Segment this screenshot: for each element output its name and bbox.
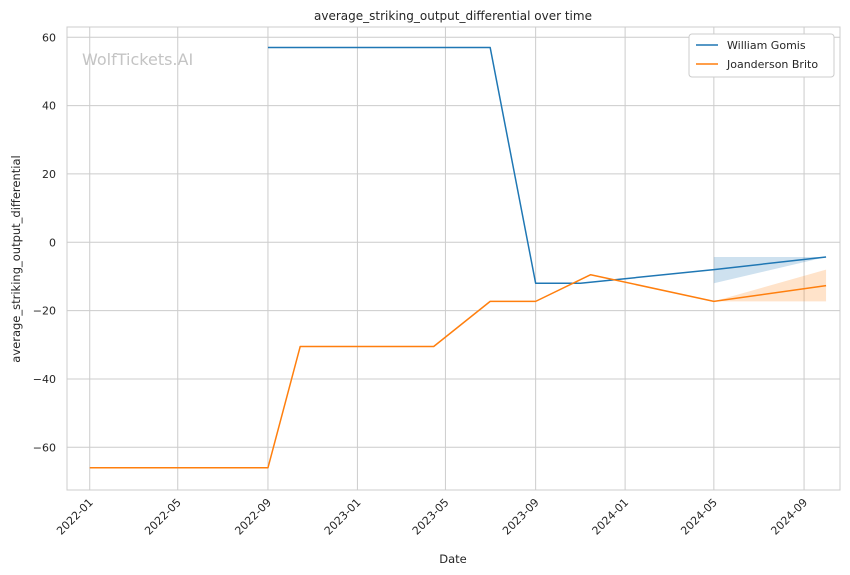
x-tick-labels: 2022-01 2022-05 2022-09 2023-01 2023-05 2023-… — [54, 496, 810, 538]
x-tick-2023-09: 2023-09 — [500, 496, 542, 538]
confidence-bands — [713, 256, 827, 302]
legend-box — [688, 33, 835, 78]
watermark: WolfTickets.AI — [82, 50, 193, 69]
legend-label-william-gomis: William Gomis — [727, 39, 806, 52]
x-tick-2024-05: 2024-05 — [678, 496, 720, 538]
legend-label-joanderson-brito: Joanderson Brito — [726, 58, 818, 71]
y-tick-40: 40 — [42, 100, 56, 113]
y-tick--20: −20 — [33, 305, 56, 318]
band-william-gomis — [713, 256, 827, 284]
y-tick-60: 60 — [42, 31, 56, 44]
chart-title: average_striking_output_differential ove… — [314, 9, 592, 23]
x-axis-label: Date — [439, 552, 467, 566]
x-tick-2023-05: 2023-05 — [410, 496, 452, 538]
band-joanderson-brito — [713, 269, 827, 302]
series-line-william-gomis — [267, 46, 827, 285]
y-tick--60: −60 — [33, 441, 56, 454]
series-line-joanderson-brito — [89, 273, 827, 469]
x-tick-2024-09: 2024-09 — [768, 496, 810, 538]
y-tick--40: −40 — [33, 373, 56, 386]
plot-area — [66, 26, 841, 491]
x-tick-2022-05: 2022-05 — [142, 496, 184, 538]
x-tick-2022-01: 2022-01 — [54, 496, 96, 538]
y-tick-20: 20 — [42, 168, 56, 181]
y-gridlines — [67, 36, 840, 448]
x-tick-2022-09: 2022-09 — [232, 496, 274, 538]
series-lines — [89, 46, 827, 469]
y-tick-0: 0 — [49, 236, 56, 249]
y-axis-label: average_striking_output_differential — [9, 155, 23, 362]
x-tick-2023-01: 2023-01 — [322, 496, 364, 538]
legend: William Gomis Joanderson Brito — [688, 33, 835, 78]
x-gridlines — [89, 27, 805, 490]
y-tick-labels: 60 40 20 0 −20 −40 −60 — [33, 31, 56, 454]
x-tick-2024-01: 2024-01 — [590, 496, 632, 538]
